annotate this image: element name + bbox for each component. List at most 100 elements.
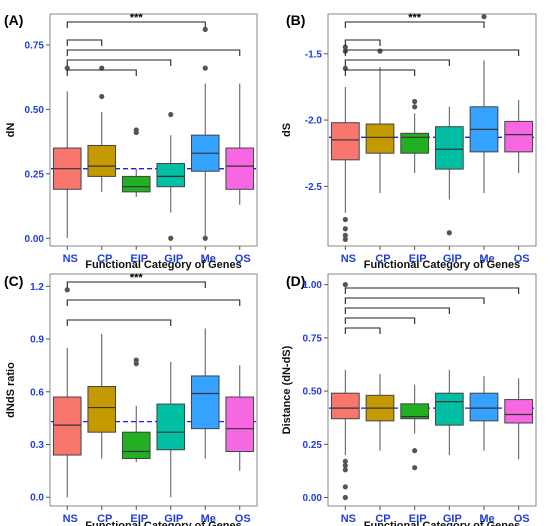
- bracket-line: [344, 317, 416, 324]
- bracket-line: [344, 287, 520, 294]
- outlier-point: [412, 465, 418, 471]
- box-body: [365, 123, 395, 154]
- outlier-point: [168, 111, 174, 118]
- outlier-point: [202, 26, 208, 33]
- bracket-line: [66, 59, 172, 66]
- y-tick-label: -2.5: [305, 182, 323, 193]
- chart-panel-4: (D) 0.00 0.25 0.50 0.75 1.00 NS CP EIP GIP Me OSFun…: [281, 273, 537, 526]
- box-body: [52, 396, 82, 456]
- x-tick-label-Me: Me: [201, 253, 216, 265]
- x-tick-label-GIP: GIP: [443, 253, 462, 265]
- box-Me: [469, 14, 499, 193]
- bracket-line: [66, 319, 172, 326]
- x-axis-title: Functional Category of Genes: [364, 520, 520, 526]
- box-CP: [87, 333, 117, 459]
- x-tick-label-EIP: EIP: [409, 253, 427, 265]
- y-axis-title: dN: [5, 123, 17, 138]
- significance-bracket: [344, 307, 450, 314]
- box-EIP: [400, 384, 430, 471]
- box-NS: [52, 287, 82, 498]
- significance-bracket: [344, 59, 450, 66]
- y-tick-label: 0.50: [303, 387, 323, 398]
- y-axis-title: dNdS ratio: [5, 362, 17, 418]
- outlier-point: [377, 48, 383, 54]
- y-tick-label: 0.25: [25, 169, 45, 180]
- box-body: [504, 120, 534, 153]
- box-NS: [330, 44, 360, 242]
- x-tick-label-Me: Me: [201, 513, 216, 525]
- significance-bracket: [344, 327, 381, 334]
- box-body: [87, 385, 117, 433]
- significance-bracket: [344, 39, 381, 46]
- significance-bracket: [344, 287, 520, 294]
- box-body: [434, 392, 464, 426]
- x-axis-title: Functional Category of Genes: [364, 259, 520, 271]
- y-tick-label: 0.3: [30, 440, 44, 451]
- box-Me: [190, 328, 220, 459]
- bracket-line: [344, 59, 450, 66]
- y-tick-label: 0.75: [25, 40, 45, 51]
- significance-bracket: [66, 299, 241, 306]
- significance-bracket: [66, 49, 241, 56]
- box-body: [400, 403, 430, 420]
- outlier-point: [133, 357, 139, 363]
- box-body: [190, 375, 220, 430]
- box-NS: [330, 282, 360, 501]
- y-tick-label: 0.00: [25, 234, 45, 245]
- outlier-point: [342, 236, 348, 242]
- x-tick-label-CP: CP: [97, 253, 112, 265]
- significance-bracket: [66, 39, 103, 46]
- significance-bracket: [66, 59, 172, 66]
- y-tick-label: 1.2: [30, 282, 44, 293]
- outlier-point: [202, 65, 208, 71]
- box-CP: [87, 65, 117, 192]
- x-tick-label-GIP: GIP: [164, 513, 183, 525]
- chart-panel-2: (B) -2.5 -2.0 -1.5 NS CP EIP GIP Me OS *** Function…: [281, 12, 537, 271]
- bracket-line: [344, 49, 520, 56]
- x-tick-label-Me: Me: [479, 253, 494, 265]
- x-tick-label-NS: NS: [341, 513, 356, 525]
- panel-label: (C): [4, 273, 23, 289]
- outlier-point: [412, 98, 418, 105]
- x-tick-label-OS: OS: [235, 513, 251, 525]
- x-axis-title: Functional Category of Genes: [85, 259, 241, 271]
- box-CP: [365, 48, 395, 193]
- box-OS: [504, 378, 534, 460]
- x-tick-label-EIP: EIP: [409, 513, 427, 525]
- x-tick-label-Me: Me: [479, 513, 494, 525]
- significance-label: ***: [408, 12, 422, 24]
- box-body: [87, 144, 117, 177]
- outlier-point: [412, 448, 418, 454]
- bracket-line: [344, 39, 381, 46]
- x-tick-label-NS: NS: [63, 253, 78, 265]
- box-body: [156, 403, 186, 451]
- bracket-line: [344, 21, 485, 28]
- plot-frame: [49, 273, 258, 507]
- box-Me: [190, 26, 220, 241]
- significance-label: ***: [130, 272, 144, 284]
- box-body: [400, 132, 430, 154]
- chart-panel-1: (A) 0.00 0.25 0.50 0.75 NS CP EIP GIP Me OS *** Func…: [4, 12, 258, 271]
- box-body: [121, 175, 151, 193]
- outlier-point: [99, 65, 105, 71]
- x-tick-label-GIP: GIP: [164, 253, 183, 265]
- y-tick-label: -2.0: [305, 116, 323, 127]
- plot-frame: [327, 273, 537, 507]
- y-tick-label: 0.25: [303, 440, 323, 451]
- box-body: [225, 147, 255, 190]
- y-tick-label: 0.00: [303, 493, 323, 504]
- outlier-point: [481, 14, 487, 20]
- box-body: [434, 126, 464, 170]
- bracket-line: [66, 39, 103, 46]
- x-tick-label-EIP: EIP: [130, 513, 148, 525]
- outlier-point: [342, 494, 348, 501]
- y-tick-label: 0.0: [30, 493, 44, 504]
- box-body: [330, 392, 360, 420]
- bracket-line: [66, 49, 241, 56]
- bracket-line: [344, 327, 381, 334]
- box-body: [504, 399, 534, 424]
- significance-bracket: [344, 49, 520, 56]
- significance-bracket: [66, 319, 172, 326]
- outlier-point: [342, 458, 348, 464]
